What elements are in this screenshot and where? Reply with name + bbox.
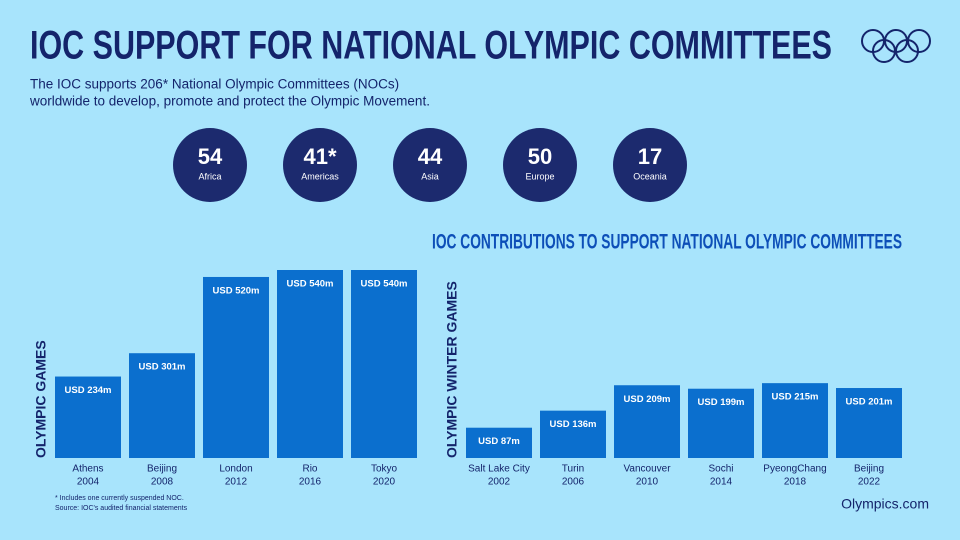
category-label: Tokyo [371,464,398,475]
region-count: 41* [303,144,336,169]
region-badge [613,128,687,202]
region-count: 50 [528,144,552,169]
title: IOC SUPPORT FOR NATIONAL OLYMPIC COMMITT… [30,24,832,68]
region-name: Asia [421,171,439,181]
bar [614,385,680,458]
subtitle: The IOC supports 206* National Olympic C… [30,77,399,92]
category-label: Beijing [147,464,177,475]
bar [129,353,195,458]
value-label: USD 234m [65,385,112,396]
category-label: 2004 [77,477,100,488]
value-label: USD 199m [698,397,745,408]
value-label: USD 215m [772,392,819,403]
category-label: 2014 [710,477,733,488]
bar [688,388,754,458]
region-count: 44 [418,144,443,169]
value-label: USD 201m [846,397,893,408]
source-site: Olympics.com [841,496,929,512]
value-label: USD 520m [213,285,260,296]
region-count: 17 [638,144,662,169]
category-label: 2006 [562,477,585,488]
category-label: 2020 [373,477,396,488]
category-label: PyeongChang [763,464,826,475]
category-label: Rio [302,464,317,475]
value-label: USD 87m [478,436,520,447]
value-label: USD 209m [624,394,671,405]
region-name: Americas [301,171,339,181]
region-name: Oceania [633,171,667,181]
olympic-rings [861,29,931,63]
bar [55,376,121,458]
category-label: Beijing [854,464,884,475]
category-label: Salt Lake City [468,464,530,475]
region-name: Europe [525,171,554,181]
category-label: Athens [72,464,103,475]
footnote: * Includes one currently suspended NOC. [55,495,184,502]
region-badge [283,128,357,202]
axis-label: OLYMPIC WINTER GAMES [444,281,460,458]
bar [351,270,417,458]
category-label: 2012 [225,477,248,488]
value-label: USD 540m [287,279,334,290]
category-label: Vancouver [623,464,671,475]
value-label: USD 301m [139,362,186,373]
bar [277,270,343,458]
value-label: USD 136m [550,419,597,430]
bar [203,276,269,458]
region-name: Africa [198,171,221,181]
category-label: Turin [562,464,584,475]
bar [466,427,532,458]
category-label: London [219,464,252,475]
subtitle: worldwide to develop, promote and protec… [29,94,430,109]
category-label: 2022 [858,477,881,488]
category-label: 2002 [488,477,511,488]
charts-title: IOC CONTRIBUTIONS TO SUPPORT NATIONAL OL… [432,231,902,254]
footnote: Source: IOC's audited financial statemen… [55,505,188,512]
region-badge [503,128,577,202]
bar [762,383,828,458]
bar [836,388,902,458]
category-label: 2010 [636,477,659,488]
category-label: 2018 [784,477,807,488]
axis-label: OLYMPIC GAMES [33,340,49,458]
region-badge [393,128,467,202]
region-count: 54 [198,144,223,169]
value-label: USD 540m [361,279,408,290]
category-label: 2016 [299,477,322,488]
region-badge [173,128,247,202]
category-label: 2008 [151,477,174,488]
category-label: Sochi [708,464,733,475]
bar [540,410,606,458]
